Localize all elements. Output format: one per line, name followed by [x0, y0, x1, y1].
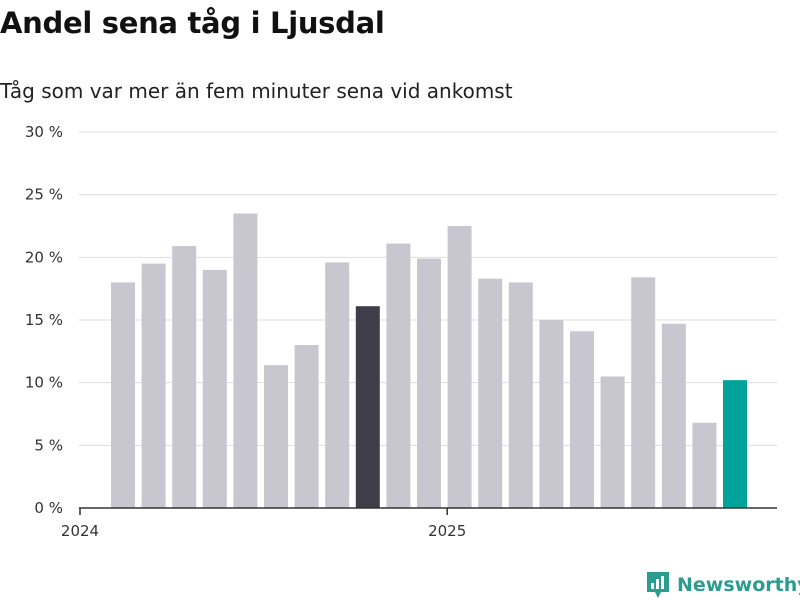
y-tick-label: 20 % [25, 248, 63, 266]
bar [539, 320, 564, 508]
bar [447, 226, 472, 508]
bar [386, 243, 411, 508]
y-tick-label: 0 % [34, 499, 63, 517]
bar [294, 345, 319, 508]
bar [325, 262, 350, 508]
x-axis: 2024 2025 [61, 507, 777, 540]
y-axis-ticks: 0 % 5 % 10 % 15 % 20 % 25 % 30 % [25, 123, 63, 517]
bar [202, 269, 227, 508]
bar [508, 282, 533, 508]
bar [723, 380, 747, 508]
bar [570, 331, 594, 508]
chart-subtitle: Tåg som var mer än fem minuter sena vid … [0, 79, 513, 103]
bar [631, 277, 656, 508]
y-tick-label: 30 % [25, 123, 63, 141]
y-tick-label: 15 % [25, 311, 63, 329]
x-tick-label: 2024 [61, 522, 99, 540]
newsworthy-brand: Newsworthy [645, 570, 800, 600]
bar [264, 365, 288, 508]
bar [172, 246, 197, 508]
bars [111, 213, 747, 508]
y-tick-label: 10 % [25, 374, 63, 392]
chart-title: Andel sena tåg i Ljusdal [0, 6, 385, 40]
bar [417, 258, 441, 508]
y-tick-label: 25 % [25, 186, 63, 204]
bar [661, 323, 686, 508]
bar [233, 213, 258, 508]
newsworthy-logo-icon [647, 572, 669, 598]
bar [600, 376, 625, 508]
bar [692, 422, 717, 508]
y-tick-label: 5 % [34, 436, 63, 454]
bar [111, 282, 135, 508]
bar-chart: 0 % 5 % 10 % 15 % 20 % 25 % 30 % 2024 2025 [25, 123, 777, 540]
bar [478, 278, 503, 508]
x-tick-label: 2025 [428, 522, 466, 540]
bar [355, 306, 380, 508]
brand-name: Newsworthy [677, 574, 800, 596]
bar [141, 263, 166, 508]
